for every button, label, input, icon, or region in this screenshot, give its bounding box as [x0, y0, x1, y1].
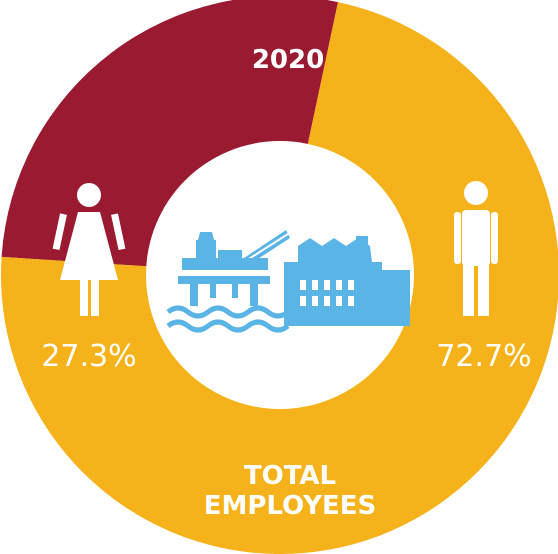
donut-hole — [146, 141, 414, 409]
slice-label-male: 72.7% — [436, 339, 531, 374]
male-figure-icon — [454, 181, 498, 316]
factory-building-icon — [284, 236, 410, 326]
slice-label-female: 27.3% — [41, 339, 136, 374]
center-label-line-2: EMPLOYEES — [204, 491, 377, 521]
year-label: 2020 — [252, 45, 324, 75]
offshore-oil-rig-icon — [166, 230, 290, 333]
female-figure-icon — [52, 183, 126, 316]
center-label-line-1: TOTAL — [244, 461, 336, 491]
